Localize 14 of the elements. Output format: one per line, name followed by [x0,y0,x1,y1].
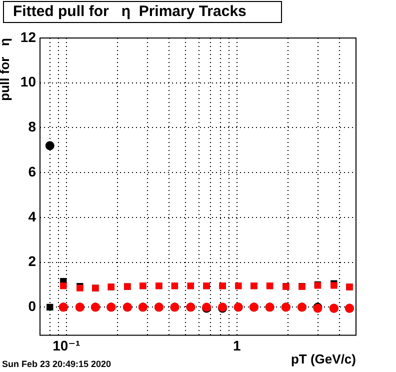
x-axis-title: pT (GeV/c) [290,351,356,366]
chart-title: Fitted pull for η Primary Tracks [3,1,282,23]
y-tick-label: 6 [28,163,36,180]
y-tick-label: 10 [20,74,36,90]
point [60,282,67,290]
y-tick-label: 4 [28,208,36,224]
x-tick-label: 1 [232,337,241,354]
y-tick-label: 8 [28,118,36,135]
x-tick-label: 10⁻¹ [52,337,81,354]
y-axis-title: pull for η [0,38,12,101]
y-tick-label: 12 [20,28,36,45]
text: Sun Feb 23 20:49:15 2020 [2,359,112,369]
y-tick-label: 0 [28,298,36,314]
y-tick-label: 2 [28,253,36,270]
